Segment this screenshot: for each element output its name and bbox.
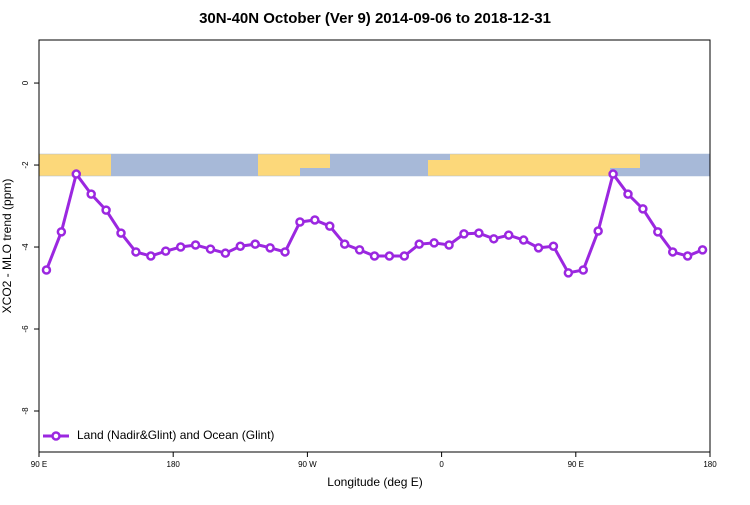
data-point <box>235 241 246 251</box>
data-point <box>205 244 216 254</box>
data-point <box>682 251 693 261</box>
x-tick-label: 90 W <box>298 460 317 469</box>
y-tick-label: -4 <box>21 243 30 251</box>
y-tick-label: 0 <box>21 80 30 85</box>
data-point <box>638 204 648 214</box>
data-point <box>369 251 380 261</box>
data-point <box>56 227 67 237</box>
data-point <box>220 248 231 258</box>
plot-frame <box>38 39 711 453</box>
data-point <box>667 247 678 257</box>
data-point <box>131 247 141 257</box>
data-point <box>533 243 544 253</box>
data-point <box>116 228 126 238</box>
data-point <box>548 241 559 251</box>
x-tick-label: 0 <box>439 460 444 469</box>
data-point <box>429 238 439 248</box>
y-tick-label: -6 <box>21 325 30 333</box>
data-point <box>489 234 499 244</box>
data-point <box>354 245 365 255</box>
data-point <box>339 239 350 249</box>
data-point <box>384 251 395 261</box>
data-point <box>71 169 82 179</box>
data-point <box>295 217 305 227</box>
data-point <box>697 245 708 255</box>
data-point <box>459 229 469 239</box>
data-point <box>608 169 618 179</box>
x-tick-label: 90 E <box>31 460 47 469</box>
data-point <box>250 239 260 249</box>
data-point <box>593 226 603 236</box>
x-axis-label: Longitude (deg E) <box>327 475 422 489</box>
data-point <box>444 240 454 250</box>
data-point <box>414 239 424 249</box>
y-axis-label: XCO2 - MLO trend (ppm) <box>0 179 14 314</box>
x-tick-label: 180 <box>703 460 717 469</box>
x-tick-label: 180 <box>167 460 181 469</box>
data-point <box>190 240 201 250</box>
legend-marker <box>51 431 61 441</box>
data-point <box>325 221 335 231</box>
data-point <box>623 189 633 199</box>
data-point <box>86 189 96 199</box>
data-point <box>146 251 156 261</box>
data-point <box>160 246 171 256</box>
y-tick-label: -2 <box>21 161 30 169</box>
data-point <box>41 265 52 275</box>
y-tick-label: -8 <box>21 407 30 415</box>
data-point <box>578 265 589 275</box>
data-point <box>653 227 663 237</box>
data-point <box>265 243 275 253</box>
data-point <box>474 228 484 238</box>
data-point <box>280 247 290 257</box>
data-point <box>175 242 186 252</box>
legend-label: Land (Nadir&Glint) and Ocean (Glint) <box>77 428 274 442</box>
chart-title: 30N-40N October (Ver 9) 2014-09-06 to 20… <box>199 10 551 27</box>
data-point <box>399 251 410 261</box>
data-point <box>503 230 514 240</box>
data-point <box>101 205 111 215</box>
data-point <box>310 215 320 225</box>
data-point <box>518 235 529 245</box>
data-point <box>563 268 574 278</box>
x-tick-label: 90 E <box>568 460 584 469</box>
